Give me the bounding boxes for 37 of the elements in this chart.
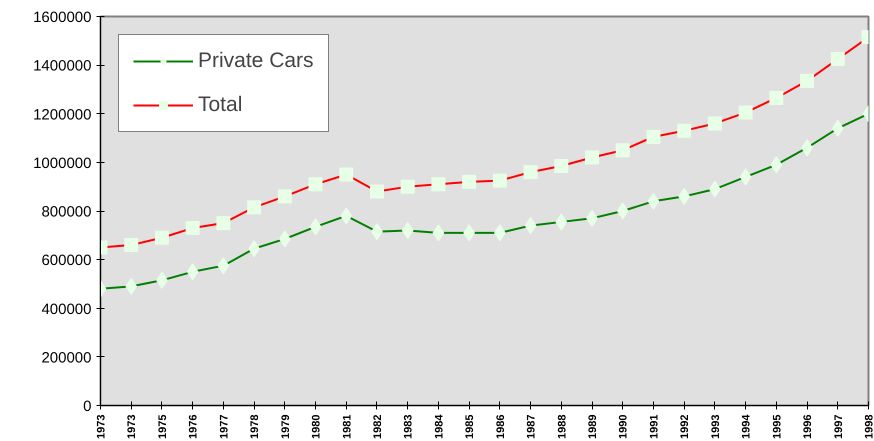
x-tick-label: 1982: [372, 414, 384, 439]
y-tick-label: 200000: [41, 349, 92, 366]
x-tick-label: 1993: [710, 414, 722, 439]
x-tick-label: 1978: [249, 414, 262, 439]
x-tick-label: 1979: [280, 414, 292, 439]
x-tick-label: 1977: [218, 414, 230, 439]
y-tick-label: 0: [83, 398, 92, 415]
x-tick-label: 1980: [310, 414, 323, 439]
y-tick-label: 400000: [41, 300, 92, 318]
x-tick-label: 1985: [464, 414, 476, 439]
x-tick-label: 1987: [526, 414, 538, 439]
x-tick-label: 1986: [494, 414, 507, 439]
x-tick-label: 1994: [740, 414, 753, 439]
x-tick-label: 1981: [341, 414, 354, 439]
x-tick-label: 1976: [188, 414, 200, 439]
x-tick-label: 1973: [126, 414, 138, 439]
y-tick-label: 600000: [41, 252, 92, 270]
legend-label: Private Cars: [198, 49, 314, 73]
y-tick-label: 1000000: [33, 154, 92, 172]
x-tick-label: 1998: [864, 414, 874, 439]
y-tick-label: 1200000: [33, 106, 92, 124]
x-tick-label: 1989: [587, 414, 600, 439]
x-tick-label: 1995: [771, 414, 784, 439]
x-tick-label: 1988: [556, 414, 568, 439]
x-tick-label: 1983: [402, 414, 415, 439]
x-tick-label: 1992: [679, 414, 692, 439]
y-tick-label: 1600000: [33, 9, 92, 26]
y-tick-label: 1400000: [33, 58, 92, 75]
x-tick-label: 1975: [156, 414, 169, 439]
x-tick-label: 1996: [802, 414, 814, 439]
x-tick-label: 1997: [832, 414, 845, 439]
x-tick-label: 1973: [96, 414, 108, 439]
y-tick-label: 800000: [41, 204, 92, 220]
x-tick-label: 1984: [433, 414, 446, 439]
x-tick-label: 1991: [648, 414, 660, 439]
legend-label: Total: [198, 93, 242, 117]
x-tick-label: 1990: [618, 414, 630, 439]
